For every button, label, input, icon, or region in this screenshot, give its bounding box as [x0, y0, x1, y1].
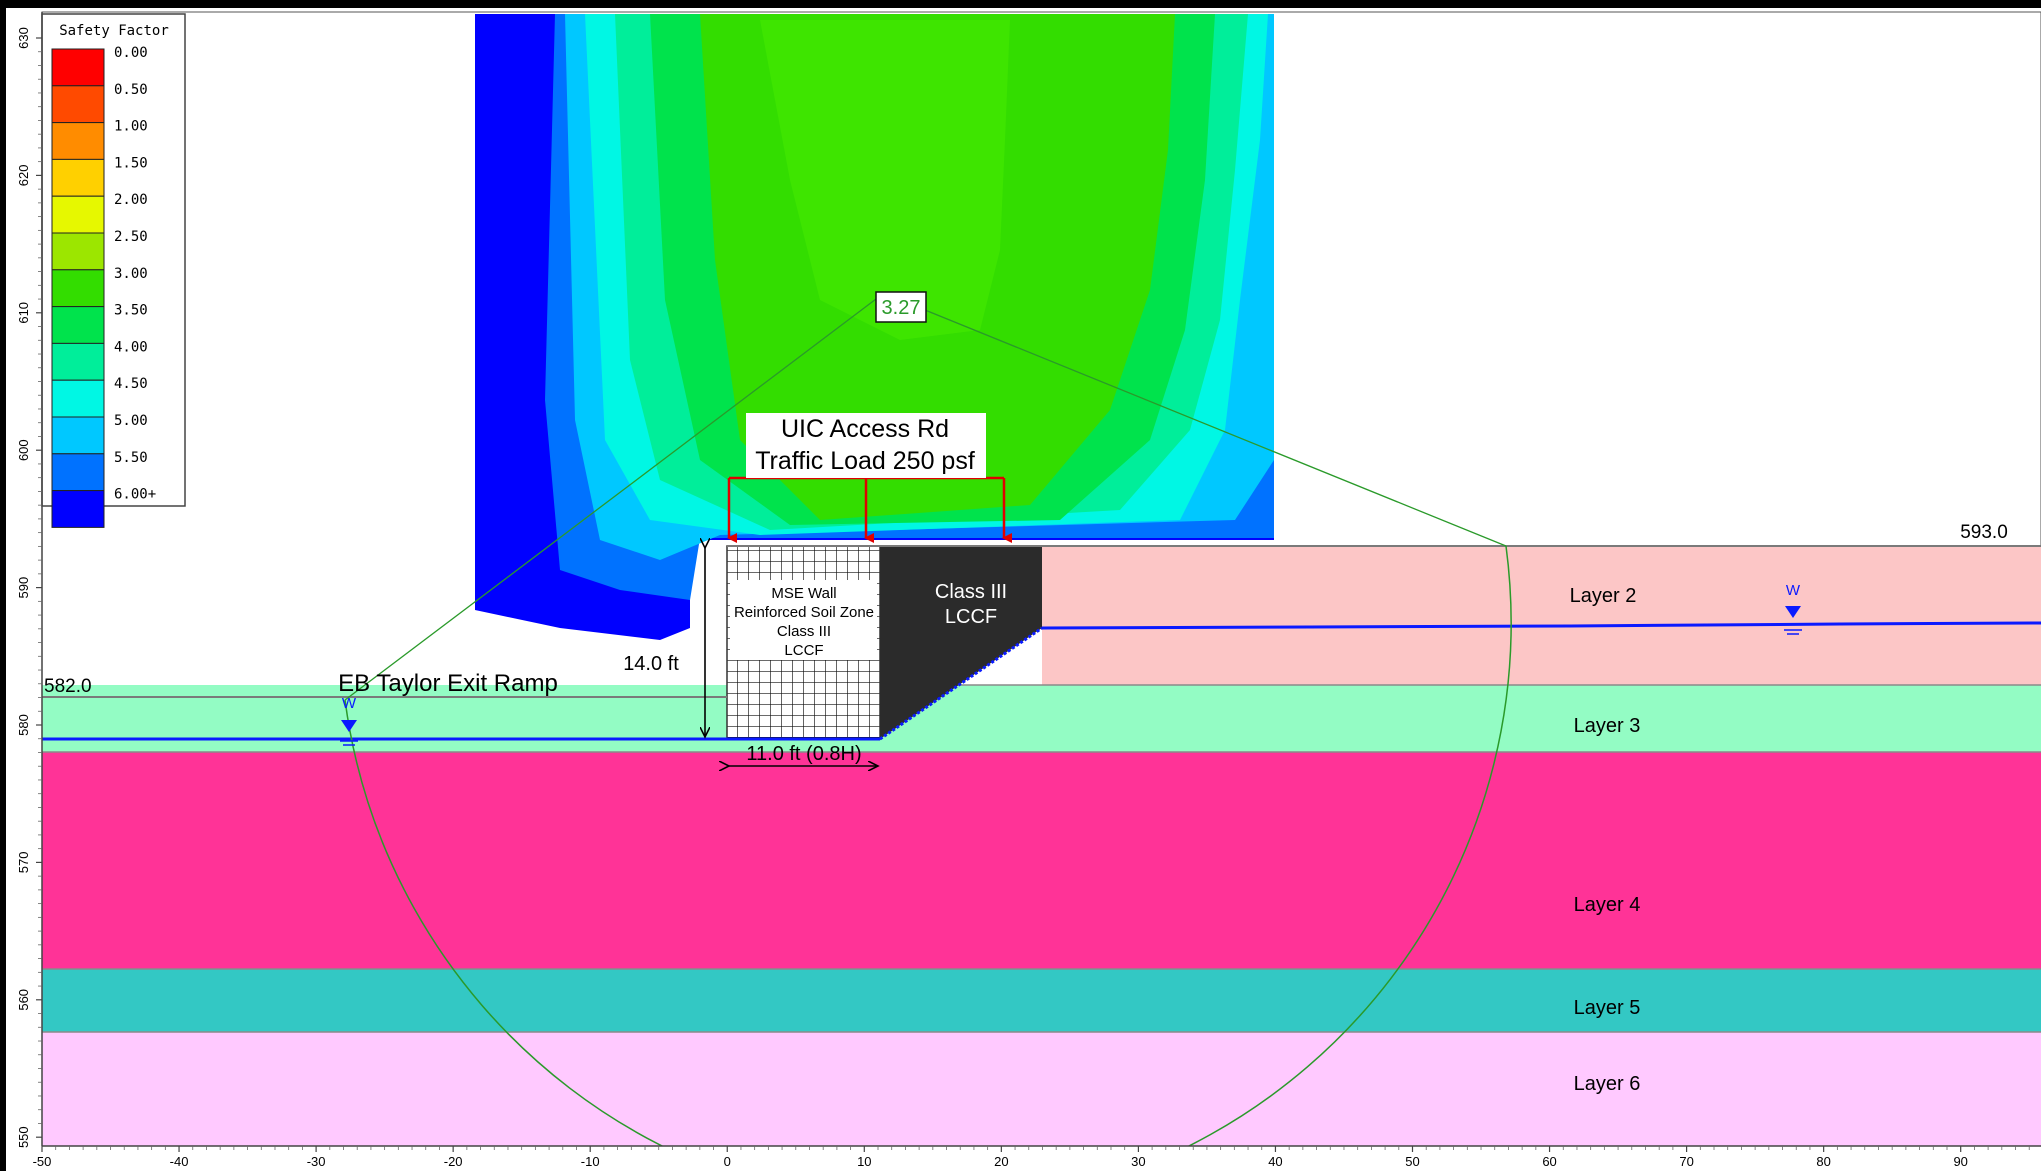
layer-6-region	[42, 1032, 2041, 1146]
legend-swatch	[51, 122, 105, 160]
x-tick-label: 80	[1816, 1154, 1830, 1169]
top-frame	[0, 0, 2041, 8]
legend-item-label: 6.00+	[114, 487, 156, 503]
layer-3-label: Layer 3	[1574, 715, 1641, 737]
layer-4-region	[42, 752, 2041, 969]
legend-swatch	[51, 416, 105, 455]
legend-swatch	[51, 269, 105, 308]
load-label-line1: UIC Access Rd	[781, 415, 949, 443]
radius-line-left	[344, 295, 881, 701]
layer-2-region	[1042, 546, 2041, 685]
legend-swatch	[51, 232, 105, 271]
ramp-label: EB Taylor Exit Ramp	[338, 670, 558, 697]
x-axis: -50 -40 -30 -20 -10 0 10 20 30 40 50 60 70 80 90	[33, 1145, 2041, 1169]
y-tick-label: 610	[16, 302, 31, 324]
water-table-right	[1041, 621, 2041, 630]
legend-swatch	[51, 85, 105, 124]
x-tick-label: -30	[307, 1154, 326, 1169]
lccf-label-line2: LCCF	[945, 606, 997, 628]
x-tick-label: -40	[170, 1154, 189, 1169]
legend-item-label: 0.50	[114, 82, 148, 98]
elevation-right: 593.0	[1960, 522, 2008, 543]
legend-swatch	[51, 490, 105, 528]
water-marker-right: W	[1784, 582, 1802, 635]
x-tick-label: 0	[724, 1154, 731, 1169]
y-axis: 630 620 610 600 590 580 570 560 550	[16, 12, 43, 1148]
lccf-wedge	[880, 546, 1042, 739]
x-tick-label: 90	[1953, 1154, 1967, 1169]
legend-item-label: 2.00	[114, 192, 148, 208]
y-tick-label: 580	[16, 714, 31, 736]
y-tick-label: 590	[16, 577, 31, 599]
legend-swatch	[51, 453, 105, 492]
legend-item-label: 2.50	[114, 229, 148, 245]
legend-swatch	[51, 158, 105, 197]
mse-wall-label-bg	[730, 580, 877, 660]
legend-item-label: 1.50	[114, 155, 148, 171]
legend-swatch	[51, 195, 105, 234]
radius-line-right	[924, 309, 1507, 547]
legend-item-label: 3.00	[114, 266, 148, 282]
left-frame	[0, 0, 6, 1171]
legend-swatch	[51, 379, 105, 418]
slip-surface-arc	[344, 545, 1512, 1146]
safety-factor-contours	[475, 14, 1274, 640]
load-label-bg	[746, 413, 986, 478]
mse-wall-line-2: Reinforced Soil Zone	[734, 604, 874, 621]
legend-title: Safety Factor	[59, 23, 169, 39]
legend-item-label: 1.00	[114, 119, 148, 135]
wall-width-label: 11.0 ft (0.8H)	[746, 743, 861, 765]
layer-3-left-region	[42, 697, 727, 752]
x-tick-label: 50	[1405, 1154, 1419, 1169]
elevation-left: 582.0	[44, 676, 92, 697]
x-tick-label: -50	[33, 1154, 52, 1169]
x-tick-label: 60	[1542, 1154, 1556, 1169]
x-tick-label: 10	[857, 1154, 871, 1169]
mse-wall-line-4: LCCF	[784, 642, 823, 659]
y-tick-label: 550	[16, 1126, 31, 1148]
y-tick-label: 570	[16, 852, 31, 874]
legend-item-label: 0.00	[114, 45, 148, 61]
min-fs-label: 3.27	[882, 297, 921, 319]
water-marker-left: W	[340, 695, 358, 746]
legend-item-label: 4.00	[114, 339, 148, 355]
legend-swatch	[51, 306, 105, 344]
x-tick-label: 30	[1131, 1154, 1145, 1169]
layer-2-label: Layer 2	[1570, 585, 1637, 607]
y-tick-label: 600	[16, 439, 31, 461]
svg-text:W: W	[1786, 582, 1801, 599]
layer-5-region	[42, 969, 2041, 1032]
layer-4-label: Layer 4	[1574, 894, 1641, 916]
layer-6-label: Layer 6	[1574, 1073, 1641, 1095]
mse-wall-label: MSE Wall Reinforced Soil Zone Class III …	[734, 585, 874, 659]
x-tick-label: -20	[444, 1154, 463, 1169]
y-tick-label: 620	[16, 165, 31, 187]
legend-item-label: 5.50	[114, 450, 148, 466]
y-tick-label: 560	[16, 989, 31, 1011]
legend-swatch	[51, 342, 105, 381]
legend-item-label: 5.00	[114, 413, 148, 429]
safety-factor-legend: Safety Factor 0.00 0.50 1.00 1.50 2.00 2.50 3.…	[41, 13, 186, 528]
legend-swatch	[51, 48, 105, 87]
legend-item-label: 4.50	[114, 376, 148, 392]
wall-height-label: 14.0 ft	[623, 653, 679, 675]
y-tick-label: 630	[16, 27, 31, 49]
layer-5-label: Layer 5	[1574, 997, 1641, 1019]
load-label-line2: Traffic Load 250 psf	[755, 447, 975, 475]
lccf-boundary	[879, 626, 1043, 741]
x-tick-label: 70	[1679, 1154, 1693, 1169]
x-tick-label: -10	[581, 1154, 600, 1169]
mse-wall-line-1: MSE Wall	[771, 585, 836, 602]
legend-item-label: 3.50	[114, 303, 148, 319]
svg-text:W: W	[342, 695, 357, 712]
x-tick-label: 40	[1268, 1154, 1282, 1169]
x-tick-label: 20	[994, 1154, 1008, 1169]
mse-wall-line-3: Class III	[777, 623, 831, 640]
lccf-label-line1: Class III	[935, 581, 1007, 603]
min-fs-box	[875, 291, 927, 323]
